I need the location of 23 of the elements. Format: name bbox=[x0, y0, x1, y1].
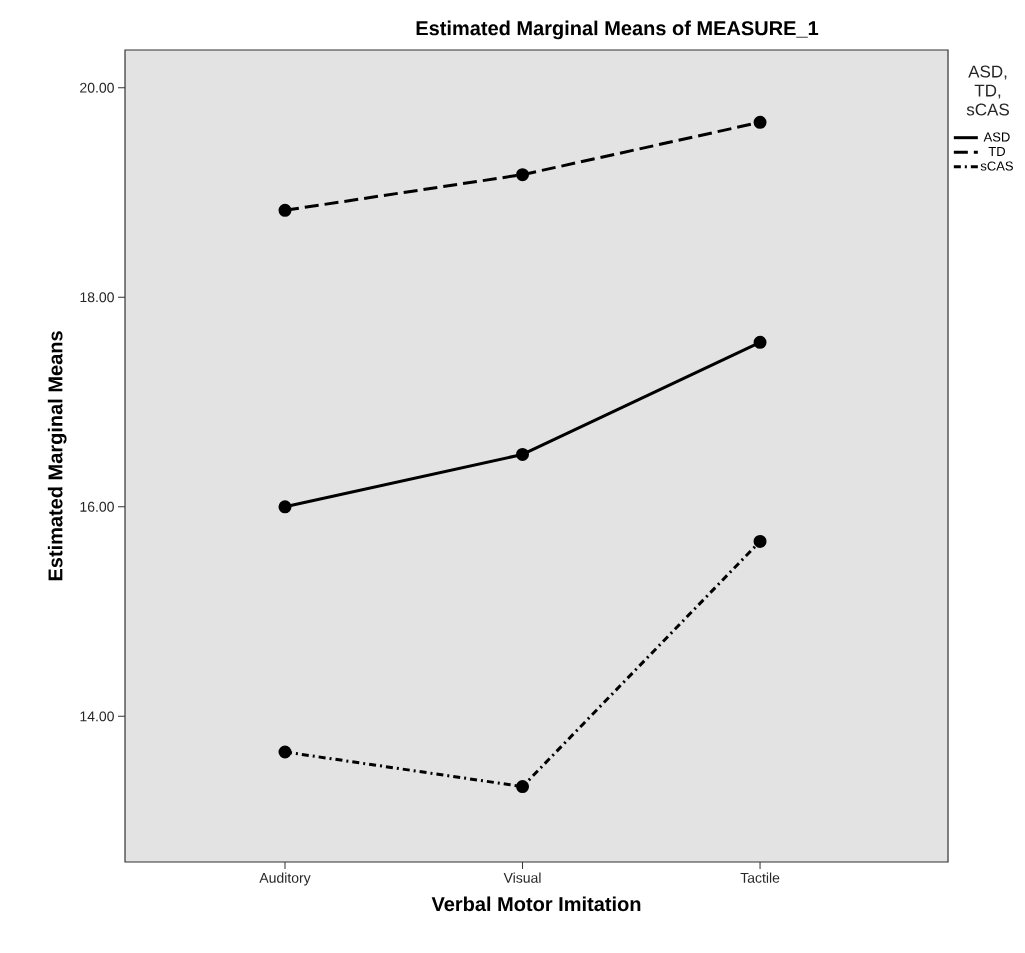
point bbox=[753, 115, 767, 129]
y-tick-label: 16.00 bbox=[80, 501, 114, 512]
legend-label: ASD bbox=[983, 132, 1010, 142]
x-tick-label: Visual bbox=[503, 872, 541, 883]
point bbox=[516, 780, 530, 794]
x-tick-label: Tactile bbox=[740, 872, 780, 883]
point bbox=[278, 500, 292, 514]
point bbox=[278, 745, 292, 759]
x-axis-title: Verbal Motor Imitation bbox=[431, 896, 641, 912]
legend-label: sCAS bbox=[980, 161, 1013, 171]
x-tick-label: Auditory bbox=[259, 872, 311, 886]
point bbox=[516, 447, 530, 461]
point bbox=[278, 203, 292, 217]
chart-title: Estimated Marginal Means of MEASURE_1 bbox=[416, 20, 819, 40]
point bbox=[753, 335, 767, 349]
legend-title: ASD, TD, sCAS bbox=[966, 65, 1009, 116]
point bbox=[516, 168, 530, 182]
y-axis-title: Estimated Marginal Means bbox=[47, 331, 67, 581]
point bbox=[753, 534, 767, 548]
y-tick-label: 14.00 bbox=[80, 711, 114, 722]
legend-label: TD bbox=[988, 146, 1005, 156]
y-tick-label: 18.00 bbox=[80, 292, 114, 303]
y-tick-label: 20.00 bbox=[80, 82, 114, 93]
